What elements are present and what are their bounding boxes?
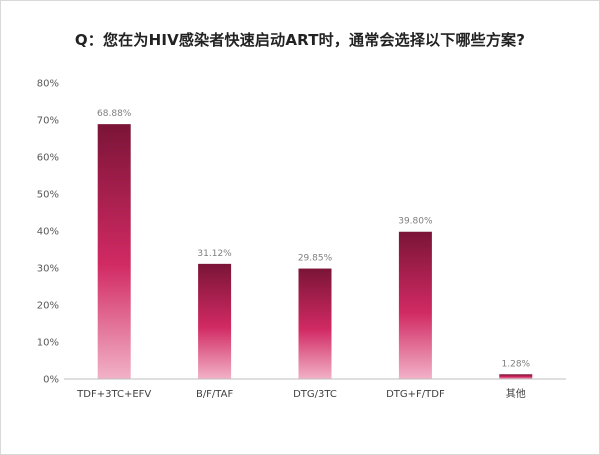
y-tick-label: 80%: [37, 79, 59, 90]
y-tick-label: 40%: [37, 227, 59, 238]
data-label: 1.28%: [502, 359, 531, 369]
bars-group: 68.88% 31.12% 29.85% 39.80% 1.28%: [97, 109, 533, 379]
x-tick-label: B/F/TAF: [196, 389, 234, 400]
y-axis: 0% 10% 20% 30% 40% 50% 60% 70% 80%: [37, 79, 59, 386]
data-label: 68.88%: [97, 109, 132, 119]
data-label: 29.85%: [298, 254, 333, 264]
bar: [198, 263, 232, 379]
y-tick-label: 70%: [37, 116, 59, 127]
data-label: 39.80%: [398, 217, 433, 227]
y-tick-label: 0%: [43, 375, 59, 386]
bar: [499, 374, 533, 379]
y-tick-label: 30%: [37, 264, 59, 275]
data-label: 31.12%: [197, 249, 232, 259]
x-tick-label: DTG/3TC: [293, 389, 337, 400]
x-tick-label: 其他: [506, 387, 526, 400]
bar: [97, 124, 131, 379]
y-tick-label: 20%: [37, 301, 59, 312]
x-tick-label: TDF+3TC+EFV: [76, 389, 151, 400]
bar: [298, 268, 332, 379]
chart-title: Q：您在为HIV感染者快速启动ART时，通常会选择以下哪些方案?: [74, 31, 526, 49]
y-tick-label: 50%: [37, 190, 59, 201]
bar: [398, 231, 432, 379]
y-tick-label: 60%: [37, 153, 59, 164]
x-axis: TDF+3TC+EFV B/F/TAF DTG/3TC DTG+F/TDF 其他: [64, 378, 566, 400]
y-tick-label: 10%: [37, 338, 59, 349]
x-tick-label: DTG+F/TDF: [386, 389, 445, 400]
